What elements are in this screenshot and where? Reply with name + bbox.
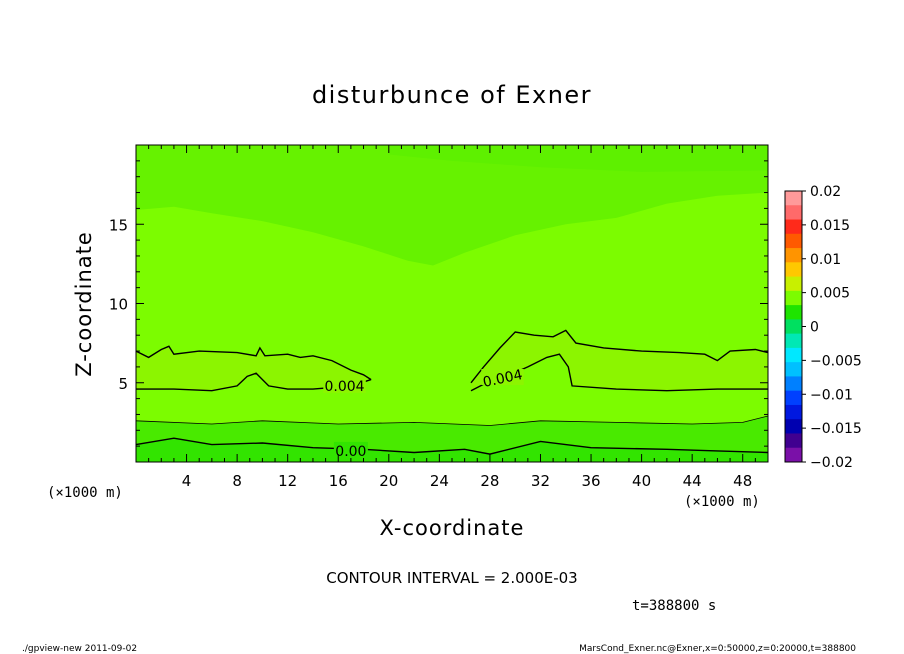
colorbar-segment <box>785 319 802 335</box>
colorbar-label: −0.02 <box>810 455 853 471</box>
colorbar-label: 0.01 <box>810 252 841 268</box>
colorbar-segment <box>785 305 802 320</box>
colorbar-segment <box>785 233 802 249</box>
y-tick-label: 15 <box>109 216 128 234</box>
colorbar-segment <box>785 333 802 349</box>
contour-label-bg <box>481 368 524 385</box>
colorbar-segment <box>785 347 802 363</box>
colorbar-segment <box>785 419 802 434</box>
x-tick-label: 28 <box>480 472 499 490</box>
contour-line-upper-right <box>470 329 769 384</box>
colorbar-label: 0.02 <box>810 184 841 200</box>
y-tick-label: 10 <box>109 296 128 314</box>
colorbar-segment <box>785 390 802 406</box>
colorbar-segment <box>785 219 802 235</box>
colorbar-label: 0 <box>810 320 819 336</box>
colorbar-segment <box>785 376 802 392</box>
x-tick-label: 44 <box>683 472 702 490</box>
region-0-004-left <box>136 346 372 391</box>
colorbar-segment <box>785 191 802 206</box>
contour-label-bg <box>333 441 368 458</box>
x-unit-label: (×1000 m) <box>684 494 760 510</box>
contour-label-bg <box>323 376 366 393</box>
x-tick-label: 12 <box>278 472 297 490</box>
colorbar-segment <box>785 447 802 463</box>
x-tick-label: 32 <box>531 472 550 490</box>
x-tick-label: 40 <box>632 472 651 490</box>
x-tick-label: 16 <box>329 472 348 490</box>
y-tick-label: 5 <box>118 375 128 393</box>
upper-region-top <box>388 145 768 172</box>
z-unit-label: (×1000 m) <box>47 485 123 501</box>
region-0-004-right <box>471 330 768 391</box>
colorbar-label: 0.015 <box>810 218 850 234</box>
colorbar-label: −0.015 <box>810 421 862 437</box>
x-axis-label: X-coordinate <box>380 516 525 540</box>
colorbar-segment <box>785 205 802 221</box>
colorbar-segment <box>785 433 802 449</box>
colorbar-label: −0.01 <box>810 387 853 403</box>
x-tick-label: 36 <box>581 472 600 490</box>
colorbar-segment <box>785 248 802 263</box>
contour-label: 0.004 <box>325 379 365 395</box>
colorbar-segment <box>785 362 802 377</box>
x-tick-label: 8 <box>232 472 242 490</box>
y-axis-label: Z-coordinate <box>72 231 96 377</box>
contour-interval: CONTOUR INTERVAL = 2.000E-03 <box>326 569 577 587</box>
time-label: t=388800 s <box>632 598 716 614</box>
x-tick-label: 20 <box>379 472 398 490</box>
chart-title: disturbunce of Exner <box>312 81 592 109</box>
contour-line-zero <box>135 437 769 455</box>
colorbar-segment <box>785 276 802 292</box>
x-tick-label: 48 <box>733 472 752 490</box>
footer-right: MarsCond_Exner.nc@Exner,x=0:50000,z=0:20… <box>579 644 856 654</box>
colorbar-segment <box>785 290 802 306</box>
colorbar-segment <box>785 404 802 420</box>
x-tick-label: 24 <box>430 472 449 490</box>
contour-label: 0.00 <box>335 444 366 460</box>
colorbar: 0.02 0.015 0.01 0.005 0 −0.005 −0.01 −0.015 −0.0… <box>784 184 862 471</box>
contour-line-upper-left <box>135 345 372 381</box>
contour-line-thin <box>135 415 769 426</box>
colorbar-label: 0.005 <box>810 286 850 302</box>
colorbar-label: −0.005 <box>810 353 862 369</box>
upper-region <box>136 145 768 266</box>
footer-left: ./gpview-new 2011-09-02 <box>22 644 137 654</box>
colorbar-segment <box>785 262 802 278</box>
x-tick-label: 4 <box>182 472 192 490</box>
